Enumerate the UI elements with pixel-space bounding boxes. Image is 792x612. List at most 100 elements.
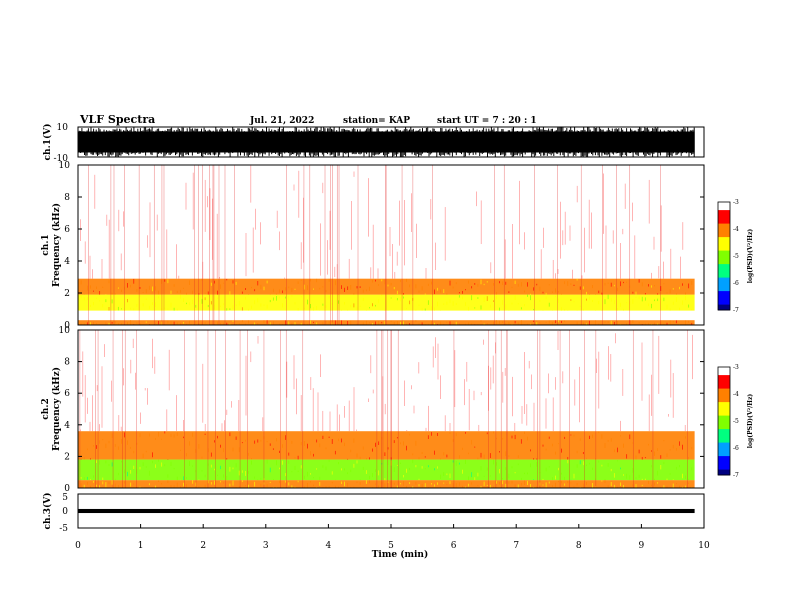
colorbar-swatch [718, 404, 730, 408]
colorbar-swatch [718, 245, 730, 249]
colorbar-swatch [718, 453, 730, 457]
date-label: Jul. 21, 2022 [249, 116, 314, 126]
colorbar-swatch [718, 412, 730, 417]
ch2-spectrogram-panel: 0 2 4 6 8 10 ch.2 Frequency (kHz) -3 -4 -5 -6 -7 l… [41, 326, 754, 494]
colorbar-swatch [718, 220, 730, 225]
colorbar-frame [717, 201, 731, 311]
spectrogram-ytick-label: 2 [64, 289, 70, 299]
colorbar-swatch [718, 439, 730, 444]
spectrogram-ytick-label: 0 [64, 484, 70, 494]
spectrogram-band [78, 480, 695, 488]
ch1-waveform-ylabel: ch.1(V) [42, 124, 53, 161]
ch3-waveform-panel: 5 0 -5 ch.3(V) 0 1 2 3 4 5 6 7 8 9 10 Time (min) [42, 493, 710, 560]
colorbar-swatch [718, 269, 730, 273]
colorbar-swatch [718, 280, 730, 284]
colorbar-swatch [718, 456, 730, 460]
colorbar-swatch [718, 472, 730, 476]
colorbar-swatch [718, 372, 730, 376]
spectrogram-ytick-label: 10 [59, 161, 71, 171]
colorbar-swatch [718, 242, 730, 246]
ch1-spectrogram-panel: 0 2 4 6 8 10 ch.1 Frequency (kHz) -3 -4 -5 -6 -7 l… [41, 161, 754, 331]
colorbar-swatch [718, 288, 730, 292]
time-xtick-label: 1 [138, 541, 144, 551]
colorbar-tick-label: -6 [733, 280, 739, 287]
spectrogram-band [78, 431, 695, 460]
spectrogram-band [78, 330, 695, 432]
time-xtick-label: 6 [451, 541, 457, 551]
ch2-colorbar: -3 -4 -5 -6 -7 log(PSD)(V²/Hz) [717, 364, 754, 479]
time-xtick-label: 5 [388, 541, 394, 551]
colorbar-swatch [718, 304, 730, 308]
time-xtick-label: 3 [263, 541, 269, 551]
ch3-ytick-top: 5 [62, 493, 68, 503]
spectrogram-ytick-label: 10 [59, 326, 71, 336]
ch3-waveform-ylabel: ch.3(V) [42, 493, 53, 530]
colorbar-tick-label: -7 [733, 472, 739, 479]
colorbar-swatch [718, 396, 730, 400]
spectrogram-ytick-label: 6 [64, 225, 70, 235]
colorbar-swatch [718, 283, 730, 287]
colorbar-swatch [718, 204, 730, 208]
ch1-waveform-panel: 10 -10 ch.1(V) [42, 123, 705, 164]
colorbar-swatch [718, 291, 730, 295]
ch1-spectrogram-frame [77, 164, 705, 326]
colorbar-swatch [718, 402, 730, 406]
colorbar-swatch [718, 375, 730, 379]
colorbar-swatch [718, 296, 730, 300]
colorbar-swatch [718, 202, 730, 206]
colorbar-tick-label: -5 [733, 418, 739, 425]
colorbar-swatch [718, 237, 730, 241]
colorbar-swatch [718, 394, 730, 398]
colorbar-swatch [718, 307, 730, 311]
colorbar-swatch [718, 215, 730, 219]
ch3-waveform-trace [78, 508, 695, 514]
colorbar-swatch [718, 261, 730, 265]
colorbar-label: log(PSD)(V²/Hz) [747, 394, 754, 449]
ch1-ylabel-channel: ch.1 [41, 234, 51, 255]
colorbar-swatch [718, 367, 730, 371]
figure-title: VLF Spectra [79, 113, 155, 126]
colorbar-frame [717, 366, 731, 476]
colorbar-swatch [718, 442, 730, 446]
colorbar-tick-label: -6 [733, 445, 739, 452]
time-axis-label: Time (min) [372, 549, 429, 560]
colorbar-swatch [718, 299, 730, 303]
colorbar-swatch [718, 388, 730, 392]
colorbar-swatch [718, 429, 730, 433]
colorbar-label: log(PSD)(V²/Hz) [747, 229, 754, 284]
time-xtick-label: 8 [576, 541, 582, 551]
colorbar-swatch [718, 274, 730, 279]
colorbar-swatch [718, 415, 730, 419]
colorbar-tick-label: -3 [733, 364, 739, 371]
ch3-ytick-mid: 0 [62, 507, 68, 517]
colorbar-swatch [718, 458, 730, 462]
station-label: station= KAP [343, 116, 410, 126]
colorbar-swatch [718, 450, 730, 454]
colorbar-swatch [718, 466, 730, 471]
colorbar-swatch [718, 448, 730, 452]
colorbar-swatch [718, 437, 730, 441]
spectrogram-ytick-label: 4 [64, 421, 70, 431]
colorbar-swatch [718, 218, 730, 222]
start-ut-label: start UT = 7 : 20 : 1 [437, 116, 537, 126]
colorbar-swatch [718, 256, 730, 260]
ch1-ytick-top: 10 [57, 123, 69, 133]
spectrogram-ytick-label: 8 [64, 193, 70, 203]
colorbar-swatch [718, 421, 730, 425]
colorbar-swatch [718, 380, 730, 384]
colorbar-swatch [718, 391, 730, 395]
colorbar-swatch [718, 426, 730, 430]
ch2-spectrogram-frame [77, 329, 705, 489]
colorbar-swatch [718, 247, 730, 252]
figure-header: VLF Spectra Jul. 21, 2022 station= KAP s… [79, 113, 537, 126]
colorbar-swatch [718, 253, 730, 257]
colorbar-swatch [718, 399, 730, 403]
colorbar-swatch [718, 410, 730, 414]
colorbar-swatch [718, 239, 730, 243]
colorbar-swatch [718, 266, 730, 270]
spectrogram-ytick-label: 0 [64, 321, 70, 331]
time-xtick-label: 10 [698, 541, 710, 551]
colorbar-swatch [718, 377, 730, 381]
colorbar-swatch [718, 277, 730, 281]
colorbar-swatch [718, 385, 730, 390]
